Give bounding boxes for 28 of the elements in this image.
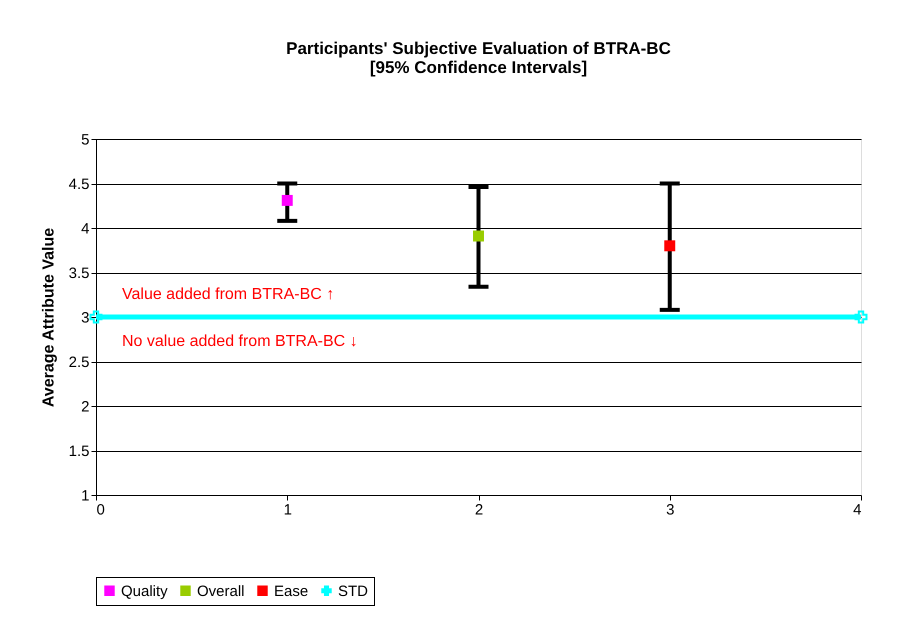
x-tick-label: 0 xyxy=(96,502,105,518)
y-tick-label: 1.5 xyxy=(68,443,90,460)
x-tick-label: 1 xyxy=(284,502,292,518)
annotation: Value added from BTRA-BC ↑ xyxy=(122,286,334,303)
point xyxy=(854,310,868,324)
legend-label: Quality xyxy=(121,582,168,600)
y-tick-label: 3 xyxy=(81,310,90,326)
y-tick-label: 1 xyxy=(81,488,90,504)
x-tick-label: 2 xyxy=(474,502,484,518)
legend-label: STD xyxy=(338,582,368,600)
point xyxy=(90,310,102,324)
annotation: No value added from BTRA-BC ↓ xyxy=(122,333,358,350)
point xyxy=(473,230,484,242)
text: Participants' Subjective Evaluation of BTRA-BC xyxy=(286,39,671,58)
point xyxy=(664,240,676,252)
y-tick-label: 2.5 xyxy=(68,354,90,371)
text: [95% Confidence Intervals] xyxy=(370,58,588,77)
y-tick-label: 4 xyxy=(81,220,90,238)
legend-label: Ease xyxy=(274,582,308,600)
x-tick-label: 3 xyxy=(666,502,674,518)
y-tick-label: 4.5 xyxy=(68,176,90,193)
y-tick-label: 2 xyxy=(81,398,90,416)
x-tick-label: 4 xyxy=(853,502,862,518)
y-tick-label: 3.5 xyxy=(68,265,90,282)
legend-label: Overall xyxy=(197,582,245,600)
point xyxy=(282,194,293,206)
y-axis-title: Average Attribute Value xyxy=(40,228,58,408)
y-tick-label: 5 xyxy=(81,132,90,148)
